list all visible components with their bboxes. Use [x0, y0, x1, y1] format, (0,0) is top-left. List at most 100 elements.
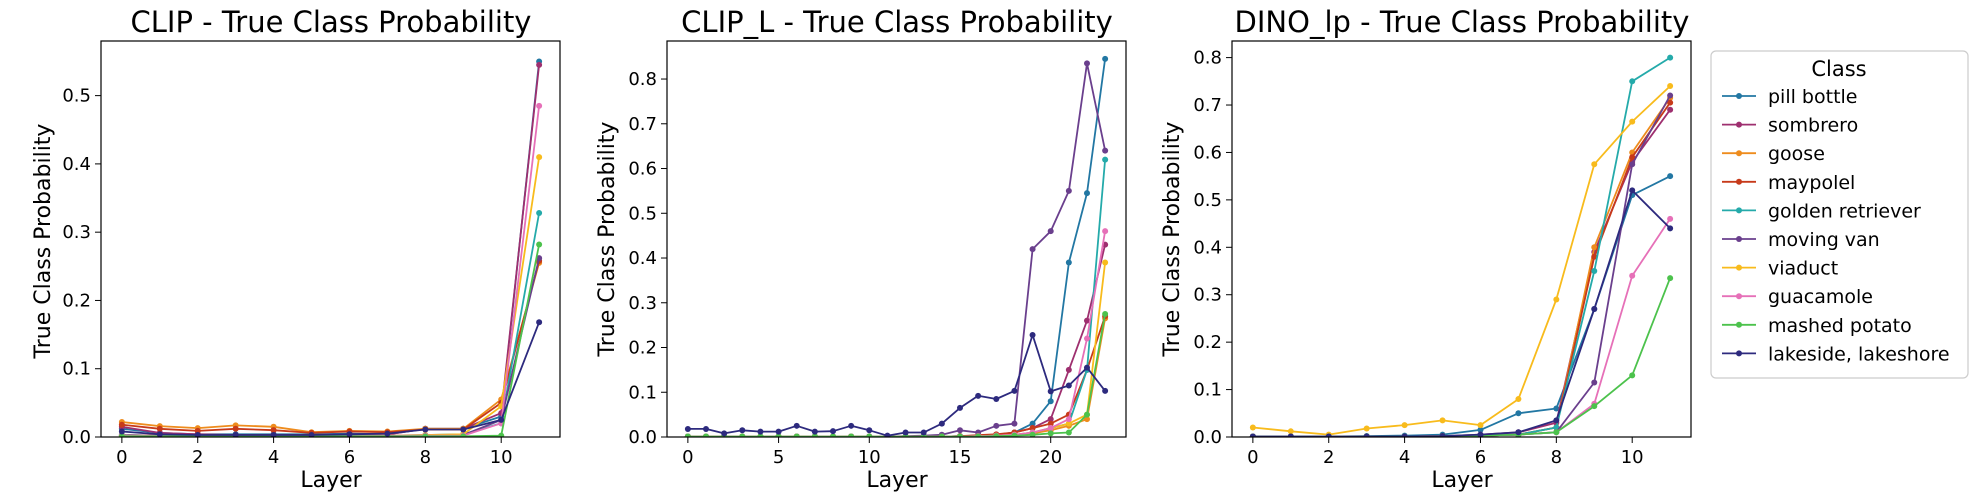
data-point [1102, 147, 1109, 154]
data-point [1667, 99, 1674, 106]
data-point [1029, 431, 1036, 437]
data-point [1047, 228, 1054, 235]
y-tick-label: 0.0 [628, 427, 657, 448]
legend-label: goose [1768, 143, 1825, 165]
data-point [1515, 410, 1522, 417]
plot-area [684, 55, 1109, 437]
series-line [121, 61, 540, 436]
y-tick-label: 0.2 [628, 338, 657, 359]
data-point [721, 430, 728, 437]
x-tick-label: 10 [858, 447, 881, 468]
x-tick-label: 4 [268, 447, 279, 468]
data-point [1667, 54, 1674, 61]
legend-swatch-marker [1736, 264, 1742, 271]
y-tick-label: 0.2 [62, 290, 91, 311]
legend-swatch-marker [1736, 150, 1742, 157]
x-axis-label: Layer [300, 468, 362, 493]
data-point [757, 433, 764, 437]
data-point [1667, 92, 1674, 99]
data-point [1287, 433, 1294, 437]
data-point [1591, 244, 1598, 251]
y-tick-label: 0.8 [1193, 48, 1222, 69]
data-point [775, 433, 782, 437]
data-point [1083, 416, 1090, 423]
data-point [1065, 416, 1072, 423]
x-tick-label: 8 [420, 447, 431, 468]
series-line [121, 105, 540, 437]
data-point [775, 428, 782, 435]
series-line [687, 315, 1106, 437]
data-point [1591, 379, 1598, 386]
y-tick-label: 0.4 [62, 154, 91, 175]
series-line [687, 318, 1106, 437]
series-line [1252, 56, 1671, 437]
y-tick-label: 0.5 [62, 86, 91, 107]
legend-swatch-marker [1736, 93, 1742, 99]
data-point [1047, 420, 1054, 427]
data-point [1065, 366, 1072, 373]
data-point [848, 422, 855, 429]
data-point [993, 433, 1000, 437]
y-axis-label: True Class Probability [1160, 122, 1185, 358]
data-point [1029, 331, 1036, 338]
data-point [956, 427, 963, 434]
chart-title: CLIP_L - True Class Probability [681, 5, 1113, 39]
data-point [793, 433, 800, 437]
data-point [1629, 161, 1636, 168]
data-point [118, 433, 125, 437]
data-point [703, 433, 710, 437]
legend-label: mashed potato [1768, 315, 1912, 337]
clip-l-panel: CLIP_L - True Class Probability Layer Tr… [595, 5, 1127, 493]
legend-swatch-marker [1736, 236, 1742, 242]
y-tick-label: 0.4 [1193, 237, 1222, 258]
legend-title: Class [1811, 57, 1866, 81]
data-point [938, 420, 945, 427]
x-tick-label: 5 [773, 447, 784, 468]
data-point [811, 428, 818, 435]
data-point [1083, 317, 1090, 324]
data-point [1065, 382, 1072, 389]
data-point [884, 432, 891, 437]
data-point [830, 433, 837, 437]
data-point [1553, 405, 1560, 412]
data-point [1083, 411, 1090, 418]
data-point [1083, 190, 1090, 197]
series-line [1252, 109, 1671, 437]
x-tick-label: 4 [1399, 447, 1410, 468]
data-point [1667, 275, 1674, 282]
data-point [1667, 83, 1674, 90]
data-point [993, 422, 1000, 429]
data-point [1629, 187, 1636, 194]
data-point [1029, 246, 1036, 253]
data-point [1515, 429, 1522, 436]
data-point [920, 429, 927, 436]
data-point [1439, 417, 1446, 424]
y-tick-label: 0.1 [628, 382, 657, 403]
x-tick-label: 2 [1323, 447, 1334, 468]
data-point [1401, 422, 1408, 429]
data-point [1553, 296, 1560, 303]
legend-swatch-marker [1736, 207, 1742, 214]
x-tick-label: 6 [344, 447, 355, 468]
data-point [1083, 364, 1090, 371]
data-point [956, 404, 963, 411]
data-point [1083, 335, 1090, 342]
y-tick-label: 0.3 [1193, 285, 1222, 306]
series-line [687, 159, 1106, 437]
data-point [1065, 429, 1072, 436]
series-line [121, 156, 540, 437]
data-point [1591, 403, 1598, 410]
data-point [1249, 433, 1256, 437]
data-point [422, 433, 429, 437]
data-point [1667, 106, 1674, 113]
data-point [1667, 173, 1674, 180]
data-point [1011, 420, 1018, 427]
y-tick-label: 0.3 [62, 222, 91, 243]
legend-label: pill bottle [1768, 86, 1858, 108]
data-point [232, 425, 239, 432]
legend: Class pill bottle sombrero goose maypolel go… [1710, 50, 1969, 379]
legend-label: viaduct [1768, 258, 1838, 280]
data-point [1629, 78, 1636, 85]
x-tick-label: 2 [192, 447, 203, 468]
data-point [1591, 253, 1598, 260]
